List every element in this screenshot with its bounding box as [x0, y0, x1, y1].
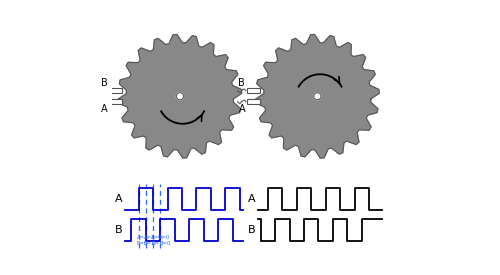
Text: A=1
B=1: A=1 B=1 — [144, 235, 156, 246]
Bar — [110, 99, 122, 104]
Text: A=0
B=1: A=0 B=1 — [151, 235, 162, 246]
Text: B: B — [101, 78, 107, 88]
Text: A=0
B=0: A=0 B=0 — [159, 235, 170, 246]
Text: B: B — [248, 225, 256, 235]
Text: A: A — [248, 194, 256, 204]
Bar — [247, 88, 260, 93]
Text: A: A — [114, 194, 122, 204]
Text: B: B — [238, 78, 245, 88]
Text: A=1
B=0: A=1 B=0 — [136, 235, 148, 246]
Text: A: A — [238, 104, 245, 114]
Polygon shape — [256, 34, 379, 158]
Text: A: A — [101, 104, 107, 114]
Bar — [110, 88, 122, 93]
Circle shape — [176, 93, 184, 100]
Circle shape — [314, 93, 321, 100]
Text: B: B — [114, 225, 122, 235]
Bar — [247, 99, 260, 104]
Polygon shape — [118, 34, 242, 158]
